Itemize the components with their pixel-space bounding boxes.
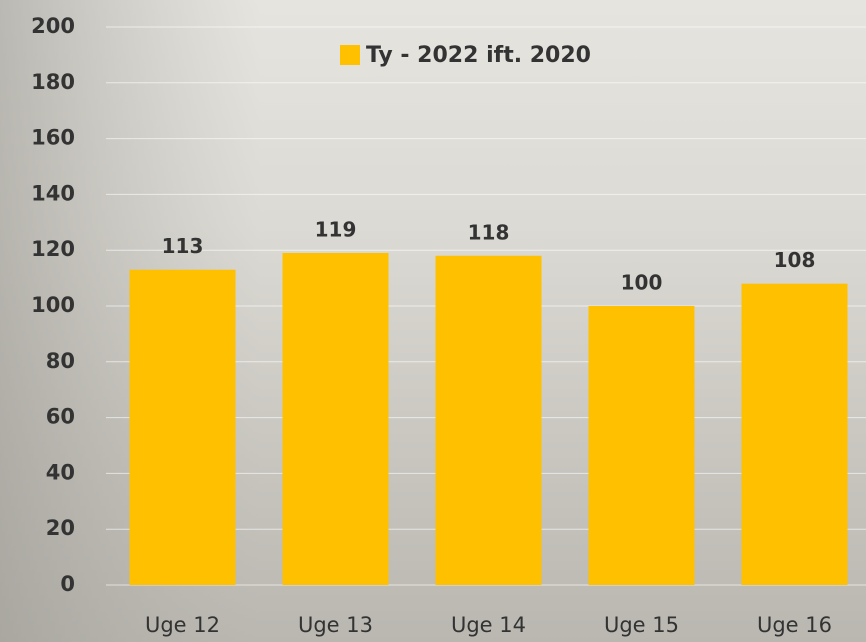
bar — [589, 306, 695, 585]
y-tick-label: 200 — [31, 14, 75, 38]
y-tick-label: 120 — [31, 237, 75, 261]
y-tick-label: 160 — [31, 126, 75, 150]
value-label: 113 — [162, 234, 204, 258]
x-tick-label: Uge 12 — [145, 613, 220, 637]
y-tick-label: 20 — [46, 516, 75, 540]
x-tick-label: Uge 16 — [757, 613, 832, 637]
chart: 0 20 40 60 80 100 120 140 160 180 200 Uge 12 113 Uge … — [0, 0, 866, 642]
y-tick-label: 100 — [31, 293, 75, 317]
y-tick-label: 80 — [46, 349, 75, 373]
y-tick-label: 0 — [60, 572, 75, 596]
y-tick-label: 60 — [46, 405, 75, 429]
bar — [436, 256, 542, 585]
legend: Ty - 2022 ift. 2020 — [340, 43, 591, 68]
x-tick-label: Uge 13 — [298, 613, 373, 637]
y-tick-label: 40 — [46, 460, 75, 484]
bar — [742, 284, 848, 585]
bar — [130, 270, 236, 585]
value-label: 108 — [774, 248, 816, 272]
legend-label: Ty - 2022 ift. 2020 — [366, 43, 591, 68]
value-label: 100 — [621, 271, 663, 295]
value-label: 119 — [315, 217, 357, 241]
legend-swatch — [340, 45, 360, 65]
bar — [283, 253, 389, 585]
value-label: 118 — [468, 220, 510, 244]
y-tick-label: 140 — [31, 181, 75, 205]
x-tick-label: Uge 14 — [451, 613, 526, 637]
y-tick-label: 180 — [31, 70, 75, 94]
x-tick-label: Uge 15 — [604, 613, 679, 637]
